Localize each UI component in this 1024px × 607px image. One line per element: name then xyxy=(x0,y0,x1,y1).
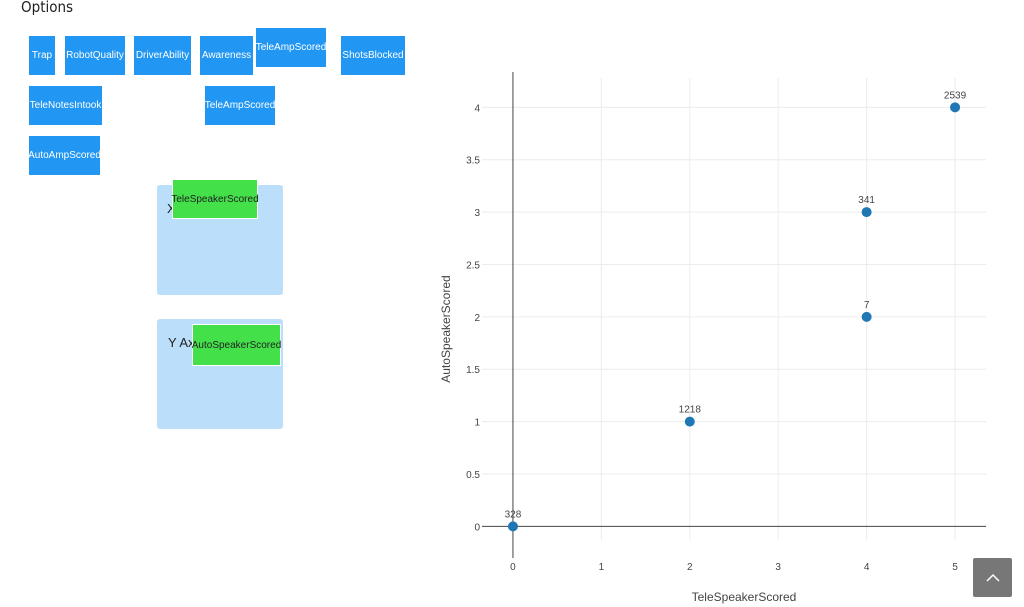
y-tick-label: 3.5 xyxy=(466,156,480,167)
x-axis-zone-label: X xyxy=(167,201,176,216)
scatter-chart[interactable]: 0 1 2 3 4 500.511.522.533.54 328121873412539 … xyxy=(430,60,1000,605)
x-tick-label: 4 xyxy=(864,562,870,573)
data-point[interactable] xyxy=(861,207,872,218)
x-axis-drop-zone[interactable]: X TeleSpeakerScored xyxy=(157,179,283,295)
chip-tele-notes-intook[interactable]: TeleNotesIntook xyxy=(29,86,102,125)
y-tick-label: 3 xyxy=(474,208,480,219)
x-axis-selected-chip[interactable]: TeleSpeakerScored xyxy=(171,179,259,219)
x-tick-label: 2 xyxy=(687,562,693,573)
y-tick-label: 1.5 xyxy=(466,365,480,376)
chip-awareness[interactable]: Awareness xyxy=(200,36,253,75)
chart-axes xyxy=(482,72,986,558)
y-tick-label: 4 xyxy=(474,103,480,114)
chip-trap[interactable]: Trap xyxy=(29,36,55,75)
data-point[interactable] xyxy=(861,311,872,322)
data-point[interactable] xyxy=(507,521,518,532)
x-tick-label: 3 xyxy=(775,562,781,573)
chart-x-axis-label: TeleSpeakerScored xyxy=(692,590,797,604)
chip-auto-amp-scored[interactable]: AutoAmpScored xyxy=(28,136,101,175)
y-axis-selected-chip[interactable]: AutoSpeakerScored xyxy=(192,324,281,366)
x-tick-label: 5 xyxy=(952,562,958,573)
scroll-to-top-button[interactable] xyxy=(973,558,1012,597)
y-tick-label: 2 xyxy=(474,313,480,324)
chip-tele-amp-scored-dragging[interactable]: TeleAmpScored xyxy=(256,28,326,67)
x-tick-label: 1 xyxy=(599,562,605,573)
data-point-label: 1218 xyxy=(679,405,702,416)
y-tick-label: 0 xyxy=(474,522,480,533)
x-tick-label: 0 xyxy=(510,562,516,573)
data-point-label: 341 xyxy=(858,195,875,206)
data-point[interactable] xyxy=(950,102,961,113)
chevron-up-icon xyxy=(985,573,1000,582)
options-title: Options xyxy=(21,0,74,16)
data-point-label: 328 xyxy=(505,509,522,520)
y-tick-label: 2.5 xyxy=(466,260,480,271)
chart-points: 328 1218 7 341 2539 xyxy=(505,90,967,532)
chart-ticks: 0 1 2 3 4 5 0 0.5 1 1.5 2 2.5 3 3.5 4 xyxy=(466,103,958,573)
chip-robot-quality[interactable]: RobotQuality xyxy=(65,36,125,75)
y-axis-zone-label: Y Ax xyxy=(168,335,195,350)
chip-tele-amp-scored[interactable]: TeleAmpScored xyxy=(205,86,275,125)
chip-shots-blocked[interactable]: ShotsBlocked xyxy=(341,36,405,75)
chip-driver-ability[interactable]: DriverAbility xyxy=(134,36,191,75)
y-tick-label: 1 xyxy=(474,418,480,429)
y-tick-label: 0.5 xyxy=(466,470,480,481)
data-point-label: 7 xyxy=(864,300,870,311)
chart-grid xyxy=(482,78,986,540)
data-point-label: 2539 xyxy=(944,90,967,101)
data-point[interactable] xyxy=(684,416,695,427)
chart-y-axis-label: AutoSpeakerScored xyxy=(439,275,453,382)
y-axis-drop-zone[interactable]: Y Ax AutoSpeakerScored xyxy=(157,319,283,429)
